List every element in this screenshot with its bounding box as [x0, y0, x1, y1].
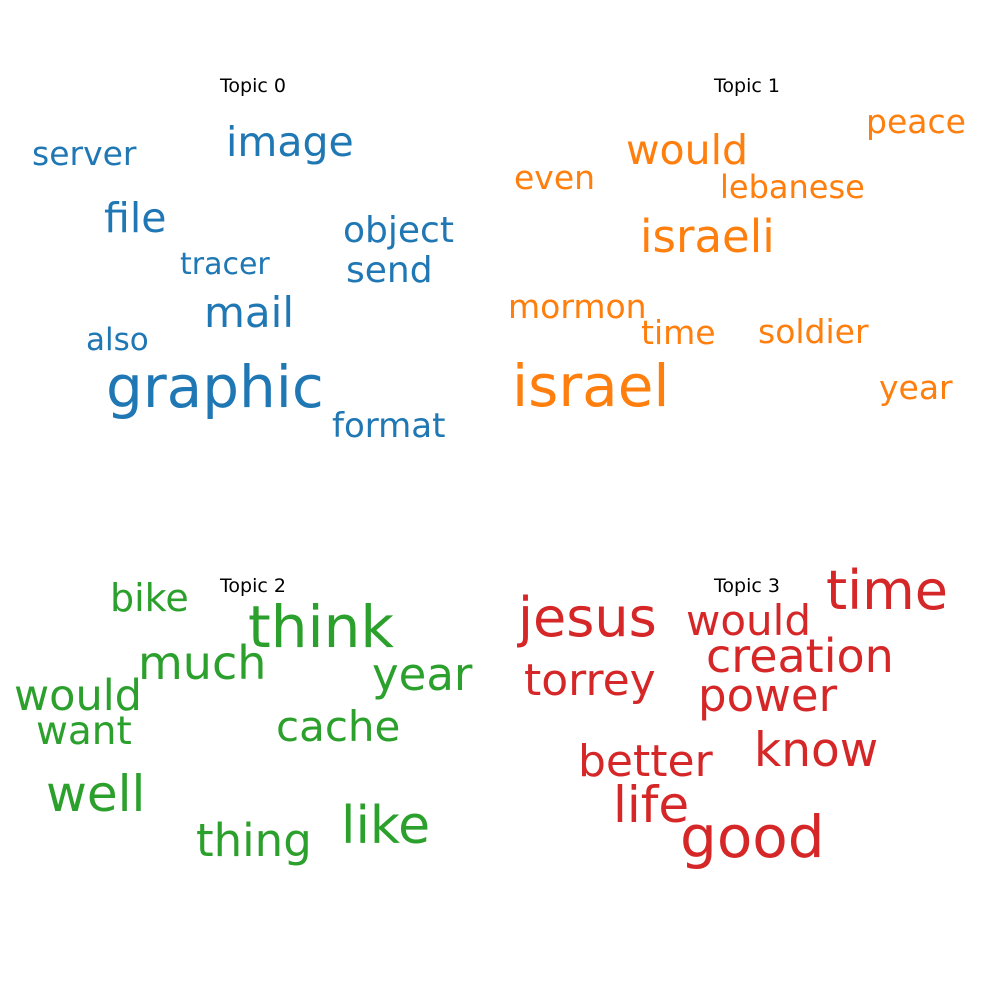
topic-3-wordcloud: Topic 3 time jesus would creation torrey…: [500, 500, 1000, 1000]
word-thing: thing: [196, 814, 312, 867]
word-torrey: torrey: [524, 655, 656, 706]
word-better: better: [578, 736, 713, 787]
word-soldier: soldier: [758, 312, 869, 351]
word-also: also: [86, 322, 149, 358]
word-even: even: [514, 158, 596, 197]
word-like: like: [341, 796, 431, 856]
word-peace: peace: [866, 102, 966, 141]
word-mail: mail: [204, 288, 294, 337]
word-year: year: [879, 368, 953, 407]
word-creation: creation: [706, 629, 894, 683]
word-israel: israel: [512, 352, 670, 420]
topic-2-wordcloud: Topic 2 think much bike year would want …: [0, 500, 500, 1000]
word-year-t2: year: [372, 648, 473, 701]
word-time: time: [641, 313, 716, 352]
word-tracer: tracer: [180, 247, 270, 282]
word-bike: bike: [110, 576, 189, 620]
topic-2-title: Topic 2: [220, 575, 286, 597]
word-send: send: [346, 250, 433, 291]
word-mormon: mormon: [508, 287, 647, 326]
word-much: much: [138, 636, 267, 690]
word-know: know: [754, 723, 879, 778]
word-jesus: jesus: [518, 586, 657, 649]
word-image: image: [226, 118, 354, 166]
topic-0-wordcloud: Topic 0 graphic image mail file object s…: [0, 0, 500, 500]
word-lebanese: lebanese: [720, 168, 865, 206]
word-file: file: [104, 194, 167, 242]
word-life: life: [613, 776, 690, 834]
word-power: power: [698, 669, 838, 722]
word-think: think: [248, 593, 394, 661]
word-server: server: [32, 134, 137, 173]
word-would-t2: would: [14, 671, 142, 721]
word-would-t3: would: [686, 596, 811, 645]
word-israeli: israeli: [640, 210, 775, 263]
word-time-t3: time: [826, 559, 949, 622]
word-cache: cache: [276, 702, 401, 751]
topic-0-title: Topic 0: [220, 75, 286, 97]
topic-1-title: Topic 1: [714, 75, 780, 97]
topic-1-wordcloud: Topic 1 israel israeli would peace even …: [500, 0, 1000, 500]
word-object: object: [343, 210, 454, 251]
topic-3-title: Topic 3: [714, 575, 780, 597]
word-well: well: [46, 765, 146, 823]
word-want: want: [36, 709, 132, 754]
word-would: would: [626, 126, 749, 174]
word-good: good: [680, 803, 825, 871]
word-graphic: graphic: [106, 353, 324, 421]
word-format: format: [332, 406, 446, 446]
